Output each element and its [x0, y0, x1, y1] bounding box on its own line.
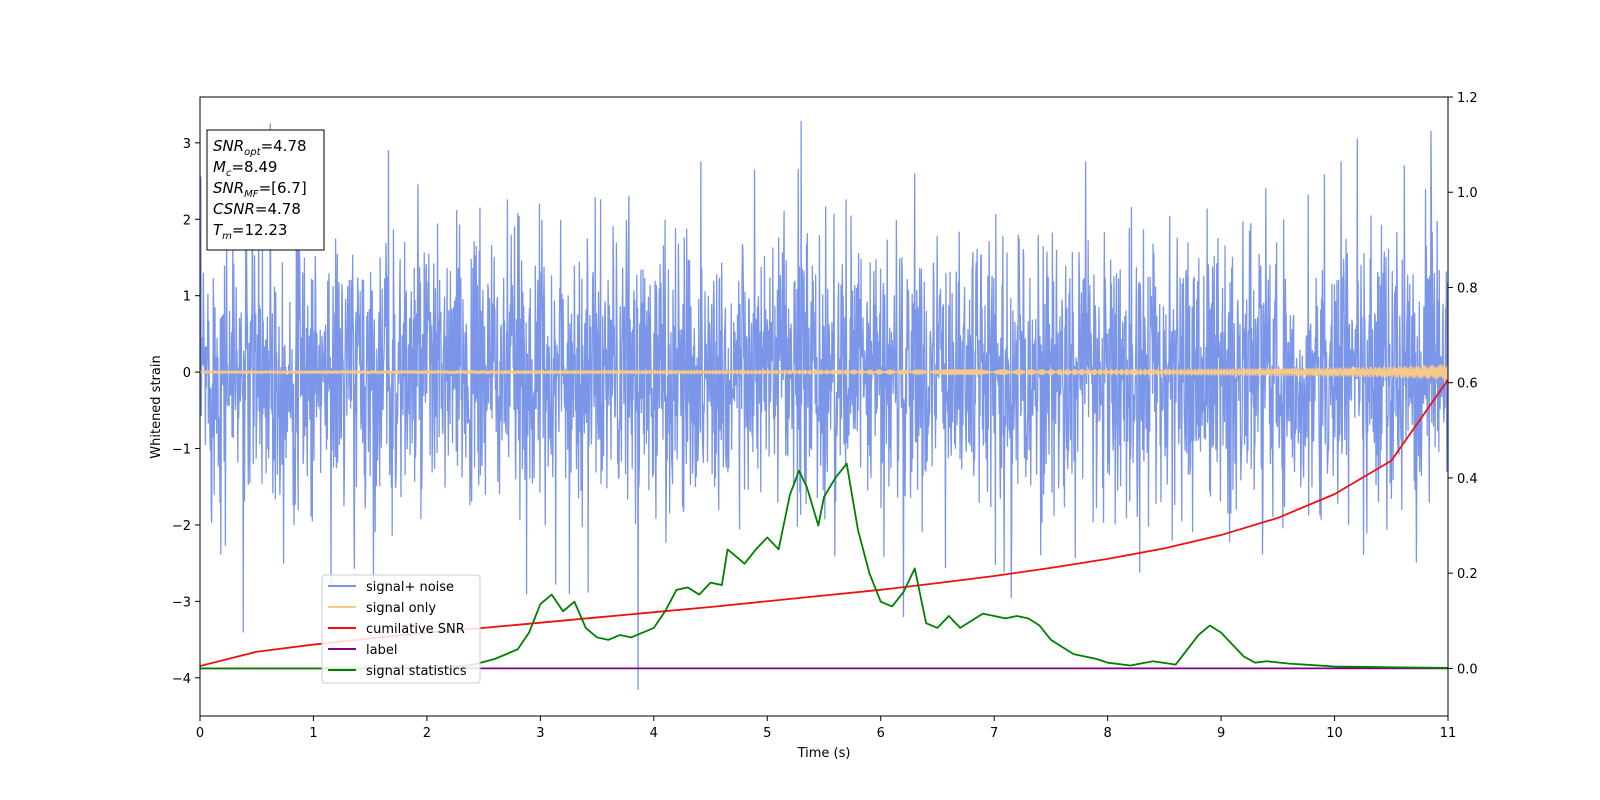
info-symbol: M [213, 158, 226, 176]
info-line: CSNR=4.78 [213, 200, 301, 218]
series-line-0 [200, 120, 1448, 690]
y2-tick-label: 1.0 [1457, 186, 1478, 201]
y-axis-ticks: −4 −3 −2 −1 0 1 2 3 [172, 137, 200, 687]
legend-entry: cumilative SNR [366, 622, 465, 637]
y2-tick-label: 0.2 [1457, 567, 1478, 582]
info-value: =[6.7] [259, 179, 307, 197]
y-tick-label: 1 [183, 290, 191, 305]
x-tick-label: 11 [1440, 726, 1457, 741]
y2-tick-label: 0.0 [1457, 662, 1478, 677]
info-value: =8.49 [231, 158, 277, 176]
info-box-frame [206, 129, 325, 251]
x-tick-label: 3 [536, 726, 544, 741]
y2-tick-label: 0.4 [1457, 472, 1478, 487]
y2-tick-label: 0.8 [1457, 281, 1478, 296]
legend-entry: signal+ noise [366, 580, 454, 595]
info-subscript: opt [244, 147, 261, 158]
y2-axis-ticks: 0.0 0.2 0.4 0.6 0.8 1.0 1.2 [1448, 91, 1478, 677]
x-tick-label: 0 [196, 726, 204, 741]
info-value: =4.78 [261, 137, 307, 155]
info-subscript: c [226, 168, 232, 179]
info-line: SNRMF=[6.7] [213, 179, 307, 200]
x-tick-label: 6 [877, 726, 885, 741]
info-subscript: m [222, 231, 232, 242]
y-tick-label: 0 [183, 366, 191, 381]
info-value: =4.78 [255, 200, 301, 218]
info-line: Tm=12.23 [213, 221, 287, 242]
info-symbol: T [213, 221, 224, 239]
x-tick-label: 1 [309, 726, 317, 741]
y-tick-label: −4 [172, 672, 191, 687]
legend-entry: signal only [366, 601, 436, 616]
legend: signal+ noise signal only cumilative SNR la… [321, 574, 481, 684]
plot-frame [199, 96, 1449, 717]
legend-frame [321, 574, 481, 684]
x-axis-label: Time (s) [797, 746, 851, 761]
series-line-4 [200, 462, 1448, 670]
info-symbol: SNR [213, 179, 244, 197]
y-tick-label: −1 [172, 443, 191, 458]
y-axis-label: Whitened strain [149, 355, 164, 458]
info-line: Mc=8.49 [213, 158, 277, 179]
x-tick-label: 10 [1326, 726, 1343, 741]
y-tick-label: 3 [183, 137, 191, 152]
x-tick-label: 2 [423, 726, 431, 741]
x-tick-label: 7 [990, 726, 998, 741]
x-tick-label: 5 [763, 726, 771, 741]
x-tick-label: 8 [1103, 726, 1111, 741]
legend-entry: label [366, 643, 397, 658]
y2-tick-label: 1.2 [1457, 91, 1478, 106]
info-line: SNRopt=4.78 [213, 137, 307, 158]
y-tick-label: 2 [183, 213, 191, 228]
legend-entry: signal statistics [366, 664, 467, 679]
info-box: SNRopt=4.78Mc=8.49SNRMF=[6.7]CSNR=4.78Tm… [206, 129, 325, 251]
info-symbol: CSNR [213, 200, 255, 218]
y2-tick-label: 0.6 [1457, 377, 1478, 392]
y-tick-label: −3 [172, 595, 191, 610]
info-subscript: MF [244, 189, 259, 200]
x-axis-ticks: 0 1 2 3 4 5 6 7 8 9 10 11 [196, 716, 1456, 741]
series-line-1 [200, 364, 1448, 381]
x-tick-label: 4 [650, 726, 658, 741]
y-tick-label: −2 [172, 519, 191, 534]
info-value: =12.23 [232, 221, 288, 239]
info-symbol: SNR [213, 137, 244, 155]
x-tick-label: 9 [1217, 726, 1225, 741]
